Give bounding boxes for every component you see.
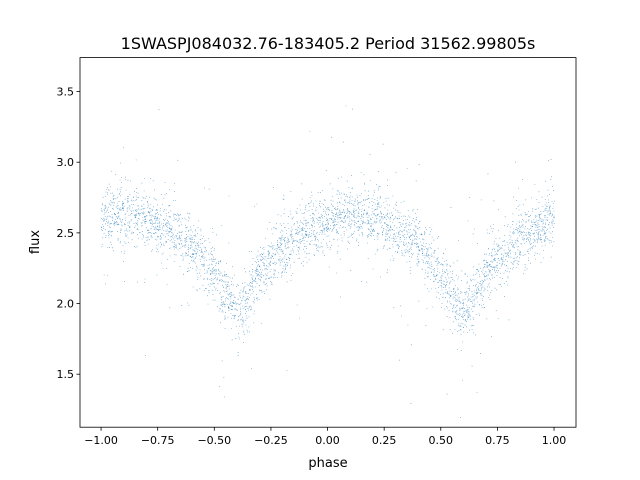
x-tick-label: −1.00 — [84, 434, 118, 447]
x-axis: −1.00 −0.75 −0.50 −0.25 0.00 0.25 0.50 0.75 1.00 — [84, 427, 566, 447]
x-tick-label: 0.25 — [372, 434, 397, 447]
y-tick-label: 1.5 — [57, 368, 75, 381]
x-tick-label: −0.50 — [197, 434, 231, 447]
x-tick-label: −0.25 — [254, 434, 288, 447]
x-tick-label: 0.00 — [315, 434, 340, 447]
y-axis-label: flux — [28, 230, 43, 254]
y-tick-label: 2.0 — [57, 298, 75, 311]
x-tick-label: 1.00 — [542, 434, 567, 447]
x-tick-label: 0.50 — [429, 434, 454, 447]
y-tick-label: 3.0 — [57, 156, 75, 169]
x-axis-label: phase — [308, 456, 347, 471]
chart-title: 1SWASPJ084032.76-183405.2 Period 31562.9… — [121, 34, 536, 53]
y-axis: 1.5 2.0 2.5 3.0 3.5 — [57, 86, 80, 381]
y-tick-label: 2.5 — [57, 227, 75, 240]
x-tick-label: 0.75 — [485, 434, 510, 447]
y-tick-label: 3.5 — [57, 86, 75, 99]
x-tick-label: −0.75 — [141, 434, 175, 447]
plot-frame — [79, 57, 577, 428]
